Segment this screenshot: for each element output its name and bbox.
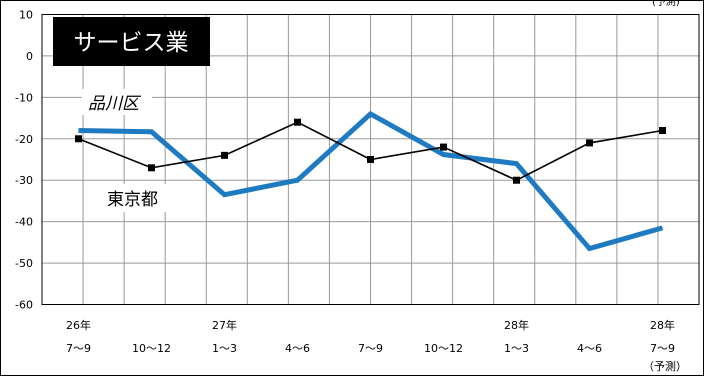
series-line-shinagawa [78,110,664,252]
y-tick-label: -10 [15,91,33,104]
y-tick-label: 0 [26,50,33,63]
data-point-tokyo [586,139,593,147]
x-tick-months: 4～6 [285,342,310,355]
x-tick-year: 26年 [66,318,91,332]
x-tick-months: 10～12 [132,342,171,355]
forecast-note: （予測） [643,359,687,373]
x-tick-year: 27年 [212,318,237,332]
y-tick-label: 10 [19,9,33,22]
title-badge [53,17,210,66]
x-tick-months: 10～12 [424,342,463,355]
y-tick-label: -60 [15,299,33,312]
y-tick-label: -20 [15,133,33,146]
series-layer [75,110,666,252]
data-point-tokyo [659,127,666,134]
x-tick-months: 1～3 [212,342,237,355]
data-point-tokyo [221,151,228,159]
data-point-tokyo [294,118,301,126]
chart-title: サービス業 [74,30,189,56]
y-tick-label: -40 [15,216,33,229]
series-label-tokyo: 東京都 [107,190,158,210]
data-point-tokyo [75,135,82,143]
series-label-shinagawa: 品川区 [88,94,142,114]
data-point-tokyo [148,164,155,172]
data-point-tokyo [367,156,374,163]
x-tick-year: 28年 [650,318,675,332]
data-point-tokyo [440,143,447,151]
x-tick-months: 1～3 [504,342,529,355]
y-axis-ticks: 10 0 -10 -20 -30 -40 -50 -60 [15,9,33,312]
label-bg-shinagawa [82,89,152,115]
grid [42,14,699,305]
x-tick-months: 7～9 [66,342,91,355]
corner-note: (予測) [652,0,680,8]
plot-area-border [41,14,700,305]
x-tick-months: 4～6 [577,342,602,355]
x-tick-months: 7～9 [358,342,383,355]
data-point-tokyo [513,176,520,184]
x-tick-year: 28年 [504,318,529,332]
y-tick-label: -30 [15,174,33,187]
x-axis-labels: 26年 7～9 10～12 27年 1～3 4～6 7～9 10～12 28年 1～3 4～6 28年… [66,318,675,355]
y-tick-label: -50 [15,257,33,270]
x-tick-months: 7～9 [650,342,675,355]
label-bg-tokyo [102,184,176,212]
